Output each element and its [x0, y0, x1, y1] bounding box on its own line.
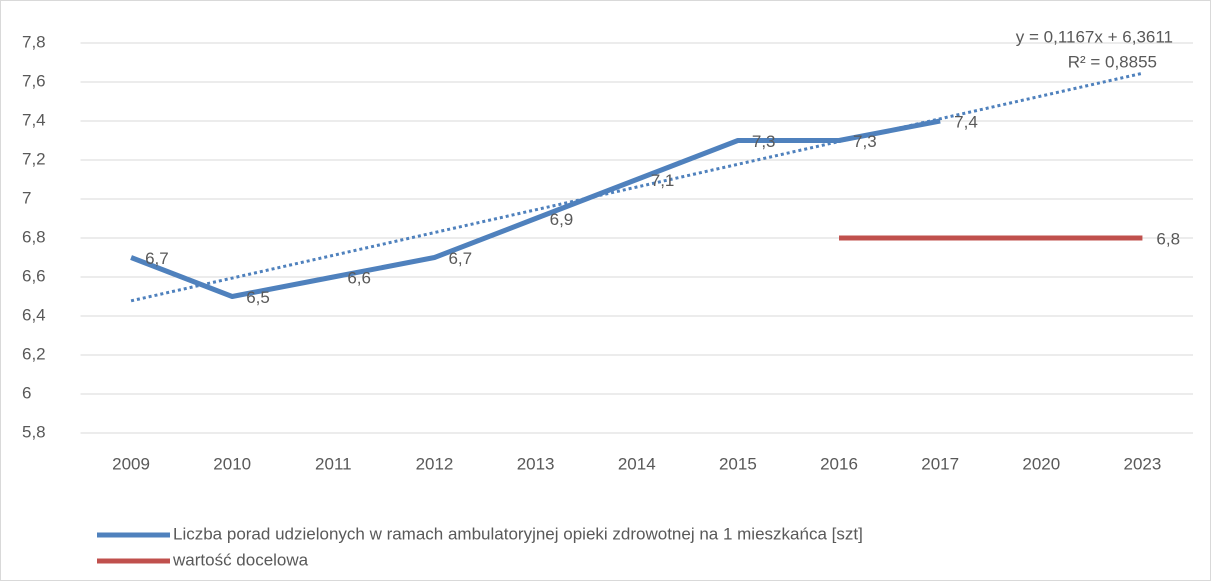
y-tick-label: 6,4 — [22, 305, 46, 324]
data-label: 6,5 — [246, 288, 270, 307]
legend-label: Liczba porad udzielonych w ramach ambula… — [173, 524, 863, 543]
data-label: 7,3 — [752, 132, 776, 151]
x-tick-label: 2015 — [719, 454, 757, 473]
x-tick-label: 2017 — [921, 454, 959, 473]
y-tick-label: 6,8 — [22, 227, 46, 246]
x-tick-label: 2023 — [1124, 454, 1162, 473]
x-tick-label: 2009 — [112, 454, 150, 473]
data-label: 6,8 — [1156, 229, 1180, 248]
series-line — [130, 118, 941, 299]
data-label: 6,7 — [145, 249, 169, 268]
trendline — [130, 71, 1143, 303]
y-tick-label: 6,6 — [22, 266, 46, 285]
y-tick-label: 7,6 — [22, 71, 46, 90]
x-tick-label: 2010 — [213, 454, 251, 473]
y-tick-label: 7,8 — [22, 32, 46, 51]
y-tick-label: 7,4 — [22, 110, 46, 129]
y-tick-label: 6 — [22, 383, 31, 402]
trendline-r2: R² = 0,8855 — [1068, 52, 1157, 71]
data-label: 7,3 — [853, 132, 877, 151]
data-label: 6,6 — [347, 268, 371, 287]
data-label: 6,7 — [448, 249, 472, 268]
trendline-equation: y = 0,1167x + 6,3611 — [1016, 27, 1173, 46]
x-tick-label: 2020 — [1022, 454, 1060, 473]
y-tick-label: 6,2 — [22, 344, 46, 363]
data-label: 7,1 — [651, 171, 675, 190]
y-tick-label: 7 — [22, 188, 31, 207]
x-tick-label: 2013 — [517, 454, 555, 473]
x-tick-label: 2012 — [416, 454, 454, 473]
x-tick-label: 2011 — [315, 454, 352, 473]
x-tick-label: 2016 — [820, 454, 858, 473]
legend-label: wartość docelowa — [172, 550, 309, 569]
data-label: 6,9 — [550, 210, 574, 229]
y-tick-label: 7,2 — [22, 149, 46, 168]
y-tick-label: 5,8 — [22, 422, 46, 441]
data-label: 7,4 — [954, 112, 978, 131]
x-tick-label: 2014 — [618, 454, 656, 473]
